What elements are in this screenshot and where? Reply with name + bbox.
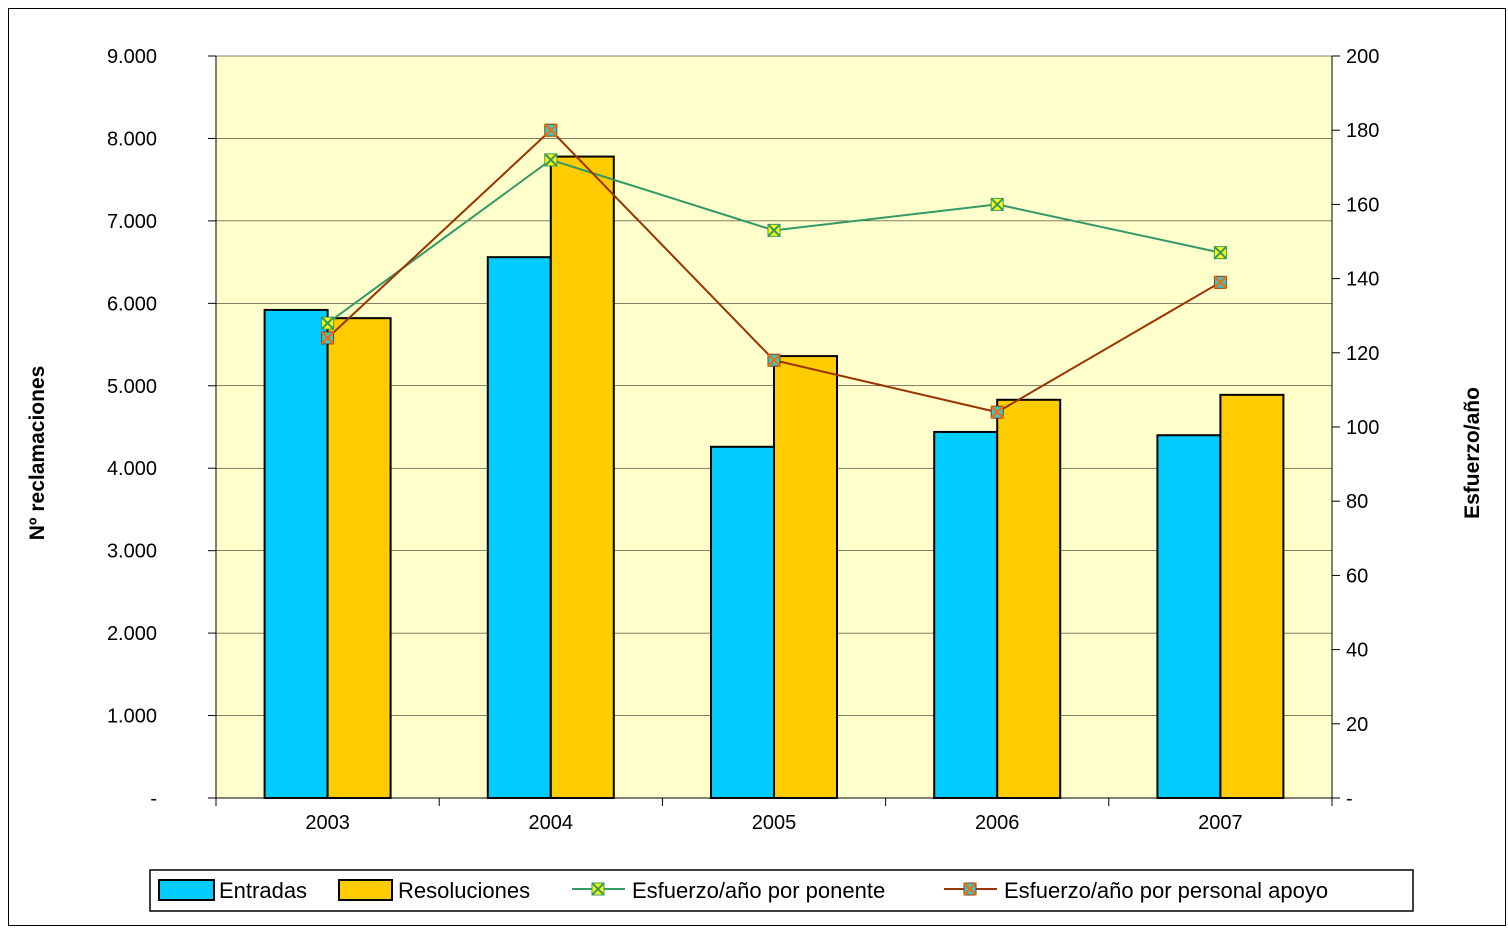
bar-entradas-2004 bbox=[486, 256, 552, 800]
point-series-1-2006 bbox=[990, 197, 1004, 212]
y-axis-title: Nº reclamaciones bbox=[26, 366, 49, 541]
y-tick-label: 6.000 bbox=[107, 293, 157, 315]
y-tick-label: 2.000 bbox=[107, 623, 157, 645]
y-tick-label: 7.000 bbox=[107, 211, 157, 233]
y2-tick-label: 80 bbox=[1346, 491, 1368, 513]
y-tick-label: 5.000 bbox=[107, 376, 157, 398]
x-tick-label: 2005 bbox=[752, 812, 797, 834]
y-tick-label: 9.000 bbox=[107, 46, 157, 68]
bar-resoluciones-2004 bbox=[549, 155, 615, 800]
legend-swatch-resoluciones bbox=[338, 879, 393, 901]
series-lines bbox=[320, 123, 1228, 419]
axes bbox=[208, 55, 1340, 806]
x-tick-label: 2004 bbox=[529, 812, 574, 834]
y2-tick-label: 40 bbox=[1346, 640, 1368, 662]
legend-box bbox=[149, 869, 1414, 912]
y-tick-label: 3.000 bbox=[107, 541, 157, 563]
legend-label-entradas: Entradas bbox=[219, 878, 307, 903]
legend-label-resoluciones: Resoluciones bbox=[398, 878, 530, 903]
y2-tick-label: 60 bbox=[1346, 565, 1368, 587]
bar-entradas-2003 bbox=[263, 308, 329, 799]
y2-tick-label: 160 bbox=[1346, 194, 1379, 216]
y2-tick-label: 120 bbox=[1346, 343, 1379, 365]
y2-tick-label: 140 bbox=[1346, 269, 1379, 291]
bars bbox=[263, 155, 1285, 800]
y2-axis-title: Esfuerzo/año bbox=[1461, 387, 1484, 519]
point-series-1-2005 bbox=[767, 223, 781, 238]
y2-tick-label: - bbox=[1346, 788, 1353, 810]
y2-tick-label: 20 bbox=[1346, 714, 1368, 736]
legend: Entradas Resoluciones Esfuerzo/año por p… bbox=[149, 869, 1414, 912]
bar-resoluciones-2006 bbox=[996, 398, 1062, 799]
legend-label-apoyo: Esfuerzo/año por personal apoyo bbox=[1004, 878, 1328, 903]
x-tick-label: 2003 bbox=[305, 812, 350, 834]
y-tick-label: - bbox=[150, 788, 157, 810]
y-tick-label: 4.000 bbox=[107, 458, 157, 480]
y2-tick-label: 180 bbox=[1346, 120, 1379, 142]
point-series-2-2003 bbox=[320, 331, 335, 345]
tick-labels: - 1.000 2.000 3.000 4.000 5.000 6.000 7.000 8.00… bbox=[107, 46, 1379, 834]
point-series-1-2004 bbox=[544, 153, 558, 167]
bar-resoluciones-2005 bbox=[773, 355, 838, 799]
bar-resoluciones-2003 bbox=[326, 317, 392, 799]
bar-resoluciones-2007 bbox=[1219, 393, 1285, 799]
y2-tick-label: 200 bbox=[1346, 46, 1379, 68]
point-series-2-2007 bbox=[1213, 275, 1228, 290]
point-series-2-2006 bbox=[990, 405, 1004, 419]
bar-entradas-2006 bbox=[933, 430, 999, 799]
x-tick-label: 2006 bbox=[975, 812, 1020, 834]
legend-marker-ponente bbox=[591, 882, 605, 896]
legend-label-ponente: Esfuerzo/año por ponente bbox=[632, 878, 885, 903]
bar-entradas-2007 bbox=[1156, 434, 1222, 799]
point-series-1-2003 bbox=[320, 316, 335, 330]
point-series-1-2007 bbox=[1213, 245, 1228, 260]
legend-marker-apoyo bbox=[963, 882, 977, 896]
point-series-2-2005 bbox=[767, 353, 781, 367]
bar-entradas-2005 bbox=[710, 445, 775, 799]
y2-tick-label: 100 bbox=[1346, 417, 1379, 439]
y-tick-label: 8.000 bbox=[107, 128, 157, 150]
legend-swatch-entradas bbox=[158, 879, 215, 901]
y-tick-label: 1.000 bbox=[107, 706, 157, 728]
x-tick-label: 2007 bbox=[1198, 812, 1243, 834]
point-series-2-2004 bbox=[544, 123, 558, 137]
